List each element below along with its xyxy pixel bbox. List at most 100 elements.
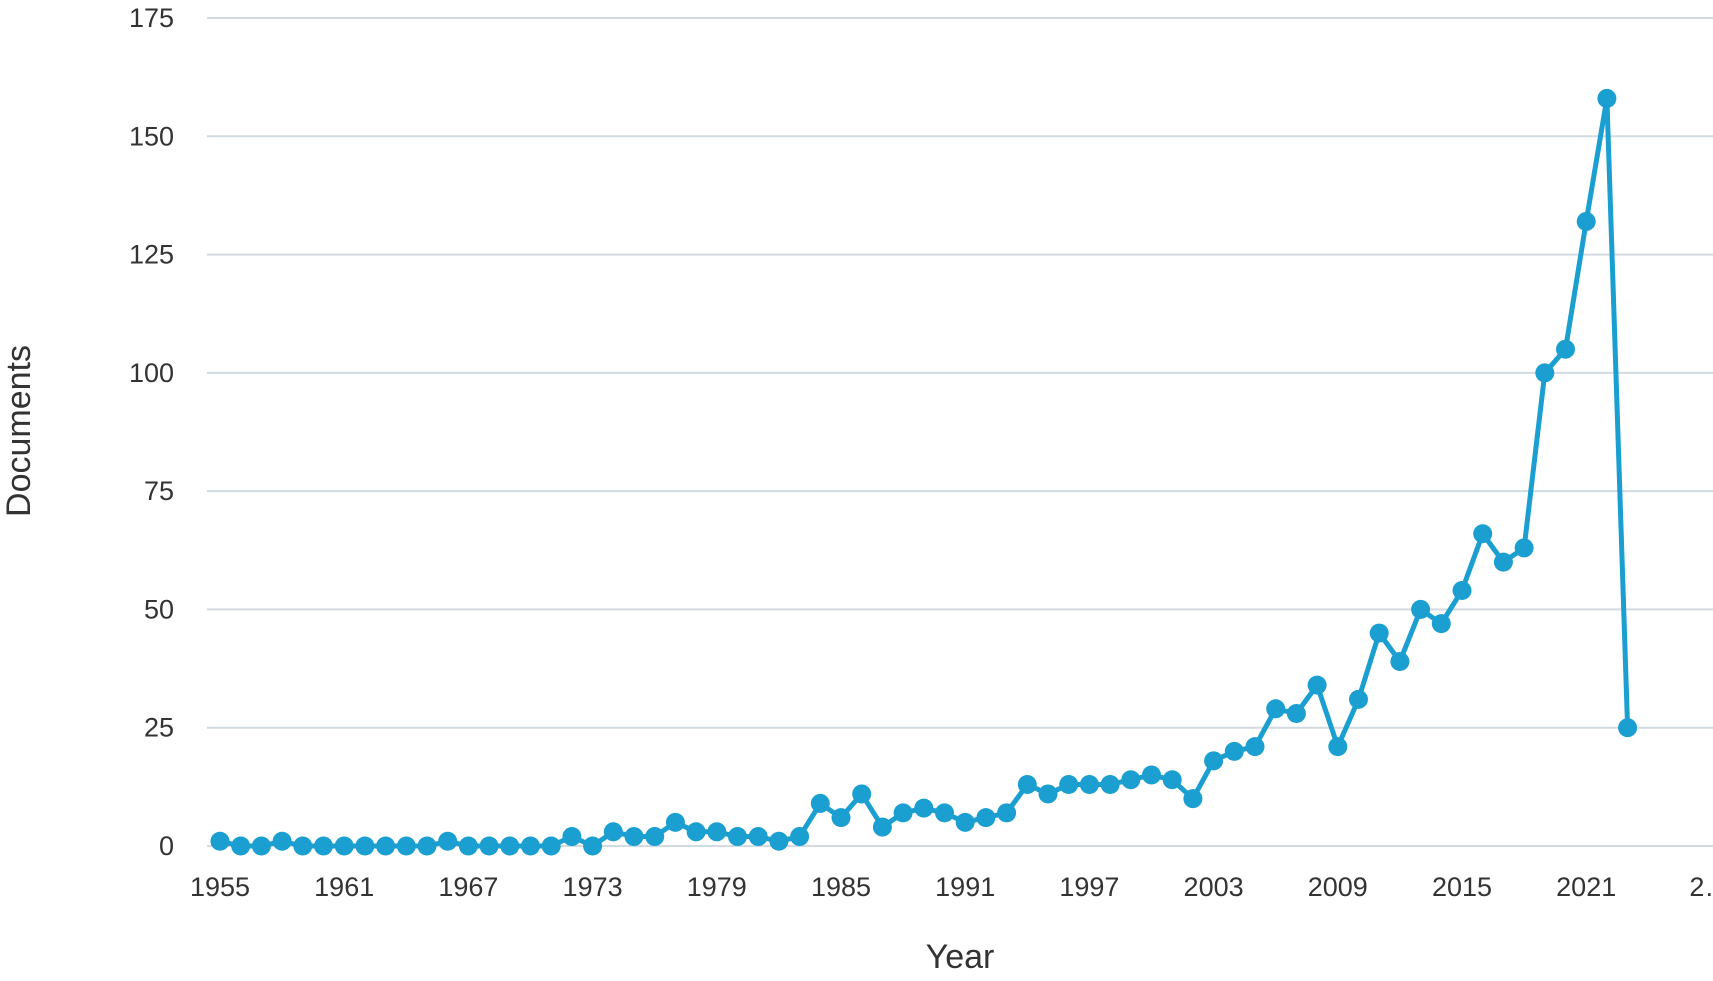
data-point[interactable] xyxy=(334,836,354,856)
data-point[interactable] xyxy=(1369,623,1389,643)
data-point[interactable] xyxy=(935,803,954,823)
data-point[interactable] xyxy=(583,836,603,856)
data-point[interactable] xyxy=(810,793,830,813)
data-point[interactable] xyxy=(645,827,665,847)
x-tick-label: 1955 xyxy=(190,872,250,902)
data-point[interactable] xyxy=(790,827,810,847)
data-point[interactable] xyxy=(893,803,913,823)
data-point[interactable] xyxy=(251,836,271,856)
data-point[interactable] xyxy=(707,822,727,842)
x-tick-label: 1991 xyxy=(935,872,995,902)
data-point[interactable] xyxy=(1618,718,1638,738)
data-point[interactable] xyxy=(417,836,437,856)
data-point[interactable] xyxy=(1597,88,1617,108)
data-point[interactable] xyxy=(1576,211,1596,231)
data-point[interactable] xyxy=(231,836,251,856)
data-point[interactable] xyxy=(1142,765,1161,785)
data-point[interactable] xyxy=(1535,363,1555,383)
data-point[interactable] xyxy=(665,812,685,832)
data-point[interactable] xyxy=(1514,538,1534,558)
data-point[interactable] xyxy=(1452,581,1472,601)
data-point[interactable] xyxy=(976,808,996,828)
data-point[interactable] xyxy=(293,836,313,856)
data-point[interactable] xyxy=(1059,774,1079,794)
data-point[interactable] xyxy=(438,831,458,851)
data-point[interactable] xyxy=(1390,651,1410,671)
data-point[interactable] xyxy=(376,836,396,856)
x-tick-label: 1967 xyxy=(438,872,498,902)
gridlines xyxy=(207,17,1713,847)
x-tick-label: 2021 xyxy=(1556,872,1616,902)
y-tick-label: 175 xyxy=(129,3,174,33)
data-point[interactable] xyxy=(955,812,975,832)
data-point[interactable] xyxy=(1038,784,1058,804)
data-point[interactable] xyxy=(458,836,478,856)
y-tick-label: 150 xyxy=(129,121,174,151)
y-tick-label: 0 xyxy=(159,831,174,861)
x-axis-ticks: 1955 1961 1967 1973 1979 1985 1991 1997 2003 2009… xyxy=(190,872,1713,902)
data-points xyxy=(210,88,1638,856)
data-point[interactable] xyxy=(210,831,230,851)
x-tick-label: 2003 xyxy=(1184,872,1244,902)
data-point[interactable] xyxy=(521,836,540,856)
x-axis-title: Year xyxy=(926,938,995,976)
data-point[interactable] xyxy=(1204,751,1224,771)
data-point[interactable] xyxy=(272,831,292,851)
series-layer xyxy=(217,95,1631,849)
y-tick-label: 100 xyxy=(129,358,174,388)
data-point[interactable] xyxy=(686,822,706,842)
x-tick-label: 1961 xyxy=(314,872,374,902)
data-point[interactable] xyxy=(1493,552,1513,572)
series-line xyxy=(217,95,1631,849)
y-axis-title: Documents xyxy=(0,345,38,517)
data-point[interactable] xyxy=(1245,737,1265,757)
data-point[interactable] xyxy=(603,822,623,842)
data-point[interactable] xyxy=(479,836,499,856)
data-point[interactable] xyxy=(1473,524,1493,544)
data-point[interactable] xyxy=(1307,675,1327,695)
data-point[interactable] xyxy=(1121,770,1141,790)
data-point[interactable] xyxy=(1017,774,1037,794)
data-point[interactable] xyxy=(541,836,561,856)
data-point[interactable] xyxy=(1079,774,1099,794)
data-point[interactable] xyxy=(500,836,520,856)
data-point[interactable] xyxy=(1328,737,1348,757)
data-point[interactable] xyxy=(562,827,582,847)
data-point[interactable] xyxy=(831,808,851,828)
data-point[interactable] xyxy=(748,827,768,847)
data-point[interactable] xyxy=(769,831,789,851)
data-point[interactable] xyxy=(914,798,934,818)
data-point[interactable] xyxy=(1183,789,1203,809)
data-point[interactable] xyxy=(997,803,1017,823)
data-point[interactable] xyxy=(1266,699,1286,719)
x-tick-label: 1997 xyxy=(1059,872,1119,902)
x-tick-label: 2… xyxy=(1689,872,1713,902)
data-point[interactable] xyxy=(872,817,892,837)
x-tick-label: 1973 xyxy=(563,872,623,902)
x-tick-label: 2009 xyxy=(1308,872,1368,902)
data-point[interactable] xyxy=(1162,770,1182,790)
data-point[interactable] xyxy=(728,827,747,847)
y-tick-label: 75 xyxy=(144,476,174,506)
y-axis-ticks: 0 25 50 75 100 125 150 175 xyxy=(129,3,174,861)
x-tick-label: 1985 xyxy=(811,872,871,902)
data-point[interactable] xyxy=(624,827,644,847)
data-point[interactable] xyxy=(1224,741,1244,761)
data-point[interactable] xyxy=(314,836,333,856)
data-point[interactable] xyxy=(1431,614,1451,634)
data-point[interactable] xyxy=(852,784,872,804)
data-point[interactable] xyxy=(396,836,416,856)
data-point[interactable] xyxy=(1349,689,1368,709)
data-point[interactable] xyxy=(1411,599,1431,619)
x-tick-label: 1979 xyxy=(687,872,747,902)
data-point[interactable] xyxy=(1100,774,1120,794)
y-tick-label: 50 xyxy=(144,594,174,624)
data-point[interactable] xyxy=(355,836,375,856)
x-tick-label: 2015 xyxy=(1432,872,1492,902)
y-tick-label: 25 xyxy=(144,713,174,743)
data-point[interactable] xyxy=(1556,339,1575,359)
y-tick-label: 125 xyxy=(129,240,174,270)
data-point[interactable] xyxy=(1286,704,1306,724)
